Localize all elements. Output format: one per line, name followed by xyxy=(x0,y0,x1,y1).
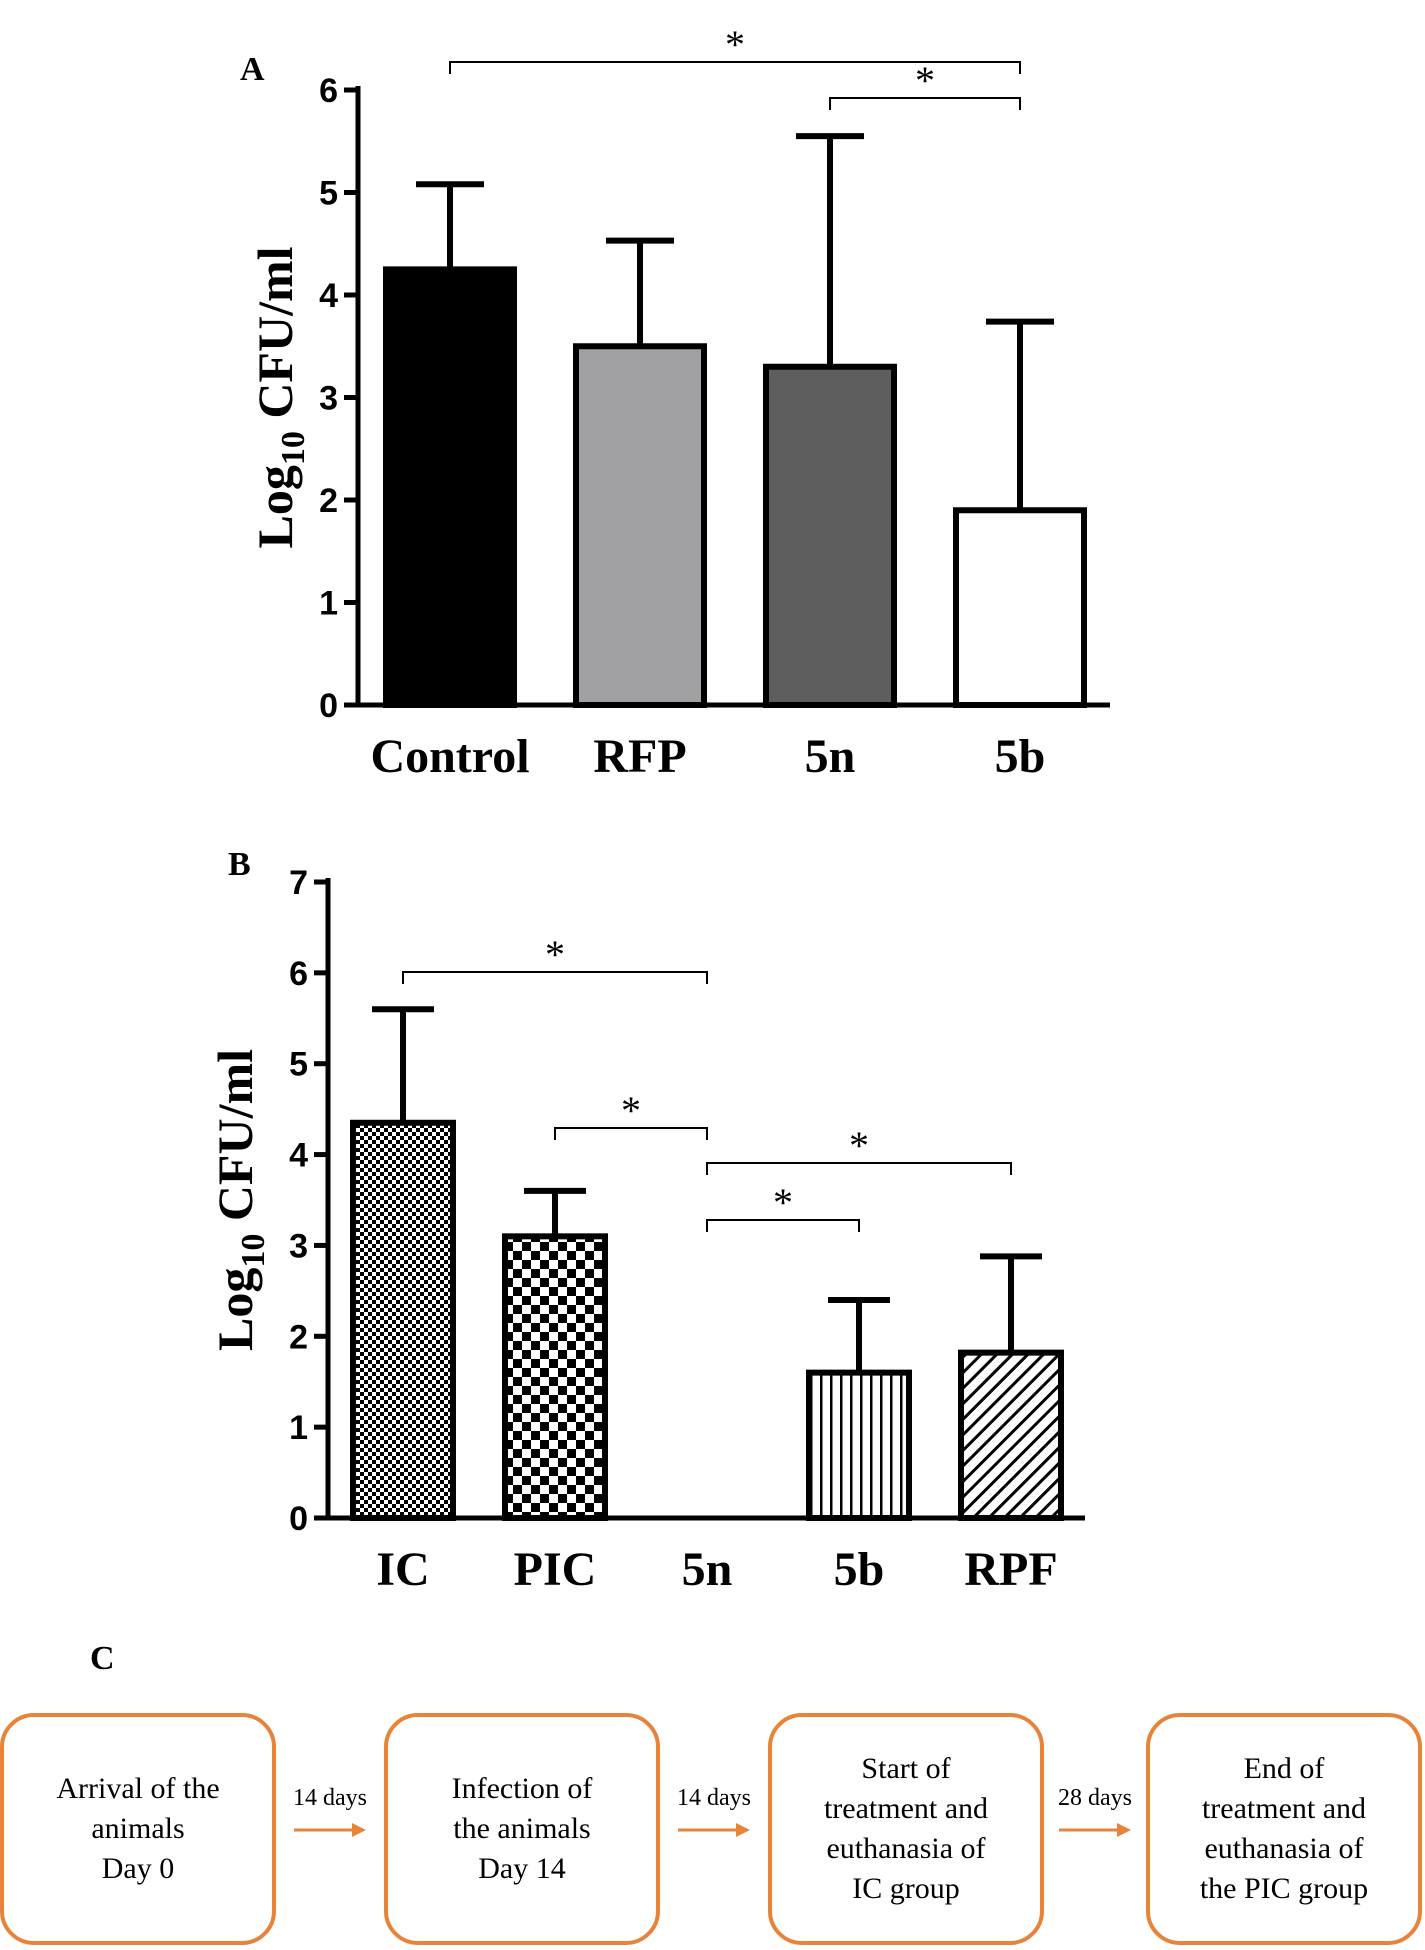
panel-c-letter: C xyxy=(90,1640,115,1677)
significance-star: * xyxy=(621,1088,641,1133)
x-category-label: PIC xyxy=(514,1543,597,1596)
bar xyxy=(958,1349,1064,1522)
x-category-label: Control xyxy=(370,730,529,783)
flow-step-line: Arrival of the xyxy=(56,1772,220,1805)
flow-step-line: Day 14 xyxy=(478,1852,566,1885)
flow-step-line: animals xyxy=(91,1812,185,1845)
x-category-label: 5b xyxy=(834,1543,885,1596)
bar xyxy=(350,1119,456,1522)
y-tick-label: 3 xyxy=(289,1227,308,1265)
significance-bracket xyxy=(829,97,1021,110)
y-axis-label: Log10 CFU/ml xyxy=(207,1049,272,1351)
flow-step-box: Arrival of the animals Day 0 xyxy=(0,1713,276,1945)
significance-bracket xyxy=(554,1127,708,1140)
y-tick-label: 5 xyxy=(289,1046,308,1084)
flow-step-line: the animals xyxy=(453,1812,591,1845)
x-category-label: RFP xyxy=(593,730,686,783)
y-tick-label: 1 xyxy=(319,585,338,623)
flow-step-box: Start of treatment and euthanasia of IC gro… xyxy=(768,1713,1044,1945)
flow-step-line: Day 0 xyxy=(101,1852,175,1885)
significance-star: * xyxy=(773,1180,793,1225)
flow-step-line: treatment and xyxy=(1201,1792,1367,1825)
x-category-label: IC xyxy=(376,1543,429,1596)
significance-star: * xyxy=(915,58,935,103)
interval-days-label: 14 days xyxy=(677,1785,751,1811)
x-category-label: 5n xyxy=(805,730,856,783)
flow-step-text: Infection of the animals Day 14 xyxy=(452,1769,593,1889)
y-tick-label: 0 xyxy=(319,687,338,725)
flow-step-line: End of xyxy=(1243,1752,1325,1785)
arrow-right-icon xyxy=(678,1823,750,1837)
y-tick-label: 7 xyxy=(289,864,308,902)
flow-step-line: IC group xyxy=(852,1872,960,1905)
flow-step-line: the PIC group xyxy=(1199,1872,1369,1905)
flow-step-box: Infection of the animals Day 14 xyxy=(384,1713,660,1945)
flow-step-text: Start of treatment and euthanasia of IC gro… xyxy=(824,1749,988,1909)
y-tick-label: 2 xyxy=(289,1318,308,1356)
panel-a-letter: A xyxy=(240,51,265,88)
flow-step-line: Start of xyxy=(861,1752,951,1785)
flow-step-line: Infection of xyxy=(451,1772,593,1805)
flow-step-text: End of treatment and euthanasia of the PIC … xyxy=(1200,1749,1368,1909)
significance-star: * xyxy=(545,932,565,977)
chart-a: A Log10 CFU/ml 0 1 2 3 4 5 6 Control RFP 5n 5b * * xyxy=(240,22,1110,783)
flow-interval: 14 days xyxy=(276,1785,384,1840)
flow-step-text: Arrival of the animals Day 0 xyxy=(56,1769,219,1889)
significance-bracket xyxy=(706,1219,860,1232)
y-tick-label: 5 xyxy=(319,175,338,213)
flow-step-line: treatment and xyxy=(823,1792,989,1825)
y-tick-label: 6 xyxy=(319,72,338,110)
y-tick-label: 4 xyxy=(289,1137,308,1175)
bar xyxy=(806,1369,912,1521)
significance-bracket xyxy=(402,971,708,984)
y-tick-label: 2 xyxy=(319,482,338,520)
x-category-label: 5n xyxy=(682,1543,733,1596)
significance-bracket xyxy=(449,61,1021,74)
x-category-label: RPF xyxy=(964,1543,1057,1596)
flow-step-line: euthanasia of xyxy=(1204,1832,1364,1865)
bar xyxy=(763,363,897,708)
flow-interval: 14 days xyxy=(660,1785,768,1840)
y-tick-label: 6 xyxy=(289,955,308,993)
bar xyxy=(953,507,1087,708)
arrow-right-icon xyxy=(1059,1823,1131,1837)
flow-step-line: euthanasia of xyxy=(826,1832,986,1865)
significance-bracket xyxy=(706,1162,1012,1175)
interval-days-label: 28 days xyxy=(1058,1785,1132,1811)
interval-days-label: 14 days xyxy=(293,1785,367,1811)
significance-star: * xyxy=(849,1123,869,1168)
flow-interval: 28 days xyxy=(1044,1785,1146,1840)
y-tick-label: 1 xyxy=(289,1409,308,1447)
bar xyxy=(502,1233,608,1522)
chart-b: B Log10 CFU/ml 0 1 2 3 4 5 6 7 IC PIC 5n 5b RPF * * * * xyxy=(207,846,1085,1596)
flow-step-box: End of treatment and euthanasia of the PIC … xyxy=(1146,1713,1422,1945)
x-category-label: 5b xyxy=(995,730,1046,783)
y-axis-label: Log10 CFU/ml xyxy=(247,246,312,548)
arrow-right-icon xyxy=(294,1823,366,1837)
significance-star: * xyxy=(725,22,745,67)
y-tick-label: 0 xyxy=(289,1500,308,1538)
y-tick-label: 3 xyxy=(319,380,338,418)
panel-b-letter: B xyxy=(228,846,251,883)
y-tick-label: 4 xyxy=(319,277,338,315)
